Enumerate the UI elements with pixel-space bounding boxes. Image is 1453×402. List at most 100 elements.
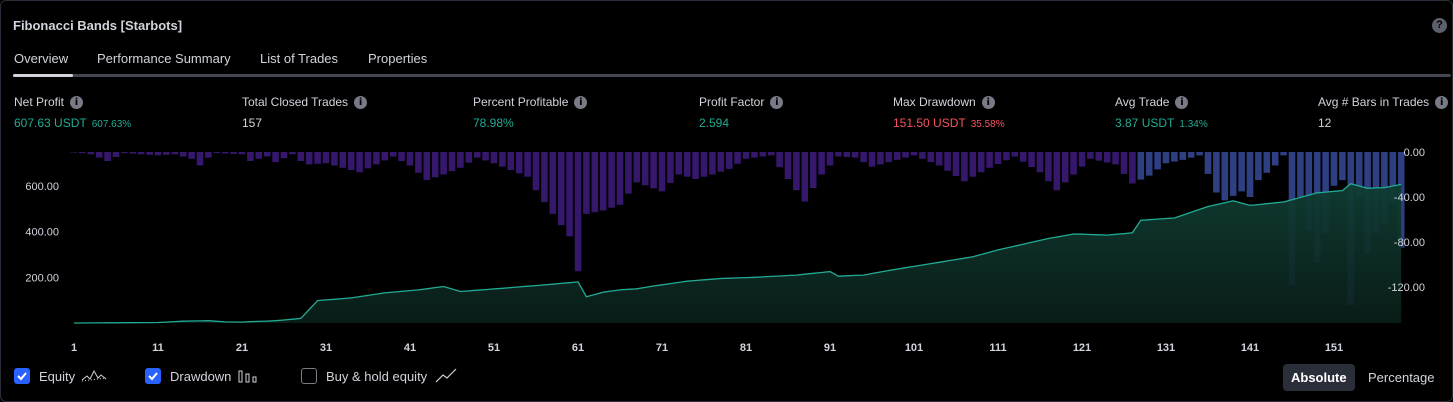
drawdown-bar [776,152,783,168]
tab-overview[interactable]: Overview [14,51,69,66]
drawdown-bar [457,152,464,168]
drawdown-bar [549,152,557,214]
drawdown-bar [902,152,909,158]
drawdown-bar [163,152,170,155]
legend-buy-hold[interactable]: Buy & hold equity [301,368,457,384]
x-axis-tick: 121 [1073,342,1091,354]
info-icon[interactable]: i [1435,95,1449,109]
info-icon[interactable]: i [981,95,995,109]
drawdown-bar [482,152,489,161]
x-axis-tick: 1 [71,342,77,354]
stat-profit-factor: Profit Factor i 2.594 [699,95,784,130]
tab-underline-track [13,74,1451,77]
drawdown-bar [759,152,767,157]
drawdown-bar [725,152,733,169]
stat-avg-bars: Avg # Bars in Trades i 12 [1318,95,1449,130]
stat-value: 151.50 USDT [893,116,966,130]
legend-label: Equity [39,368,76,384]
x-axis-tick: 91 [824,342,836,354]
drawdown-bar [490,152,498,164]
tab-performance-summary[interactable]: Performance Summary [97,51,231,66]
drawdown-bar [1129,152,1136,184]
drawdown-bar [583,152,590,214]
drawdown-checkbox[interactable] [145,368,161,384]
drawdown-bar [742,152,750,159]
drawdown-bar [70,152,78,153]
check-icon [148,372,158,381]
info-icon[interactable]: i [70,95,84,109]
info-icon[interactable]: i [574,95,588,109]
drawdown-bar [305,152,313,165]
equity-drawdown-chart[interactable]: 600.00 400.00 200.00 0.00 -40.00 -80.00 -120.… [1,141,1453,359]
drawdown-bar [87,152,95,155]
legend-equity[interactable]: Equity [14,368,107,384]
drawdown-bar [1053,152,1061,191]
drawdown-bar [1036,152,1044,173]
drawdown-bar [885,152,893,163]
x-axis-tick: 31 [320,342,332,354]
help-icon[interactable]: ? [1432,18,1447,33]
drawdown-bar [910,152,918,156]
drawdown-bar [658,152,666,192]
drawdown-icon [238,370,257,383]
drawdown-bar [415,152,422,173]
drawdown-bar [994,152,1002,164]
drawdown-bar [1103,152,1111,163]
drawdown-bar [499,152,506,167]
drawdown-bar [1003,152,1010,161]
legend-drawdown[interactable]: Drawdown [145,368,260,384]
drawdown-bar [1171,152,1178,162]
drawdown-bar [944,152,951,171]
drawdown-bar [137,152,145,155]
drawdown-bar [1028,152,1035,167]
info-icon[interactable]: i [1175,95,1189,109]
strategy-title: Fibonacci Bands [Starbots] [13,18,183,33]
drawdown-bar [247,152,254,161]
percentage-toggle[interactable]: Percentage [1368,370,1435,385]
x-axis-tick: 61 [572,342,584,354]
equity-icon [81,369,107,382]
absolute-toggle[interactable]: Absolute [1283,364,1355,391]
drawdown-bar [1330,152,1338,186]
drawdown-bar [263,152,271,157]
right-axis-tick: 0.00 [1404,147,1425,159]
drawdown-bar [1179,152,1187,160]
tab-properties[interactable]: Properties [368,51,428,66]
drawdown-bar [709,152,716,175]
drawdown-bar [188,152,195,159]
info-icon[interactable]: i [770,95,784,109]
drawdown-bar [868,152,876,167]
drawdown-bar [431,152,439,178]
drawdown-bar [339,152,347,168]
drawdown-bar [171,152,179,155]
drawdown-bar [314,152,321,164]
stat-value: 3.87 USDT [1115,116,1175,130]
buy-hold-checkbox[interactable] [301,368,317,384]
drawdown-bar [205,152,212,158]
drawdown-bar [179,152,187,157]
drawdown-bar [683,152,691,177]
drawdown-bar [667,152,674,183]
drawdown-bar [79,152,86,154]
x-axis-tick: 111 [989,342,1006,354]
drawdown-bar [1095,152,1103,161]
info-icon[interactable]: i [354,95,368,109]
drawdown-bar [784,152,792,179]
x-axis-tick: 11 [152,342,164,354]
drawdown-bar [465,152,473,163]
drawdown-bar [675,152,683,175]
drawdown-bar [1187,152,1195,158]
x-axis-tick: 141 [1241,342,1259,354]
x-axis-tick: 41 [404,342,416,354]
tab-list-of-trades[interactable]: List of Trades [260,51,339,66]
drawdown-bar [1045,152,1052,182]
drawdown-bar [893,152,901,160]
right-axis: 0.00 -40.00 -80.00 -120.00 [1388,147,1425,294]
drawdown-bar [541,152,548,203]
drawdown-bar [230,152,237,154]
check-icon [17,372,27,381]
drawdown-bar [692,152,699,179]
drawdown-bar [1011,152,1019,157]
drawdown-bar [734,152,741,164]
equity-checkbox[interactable] [14,368,30,384]
